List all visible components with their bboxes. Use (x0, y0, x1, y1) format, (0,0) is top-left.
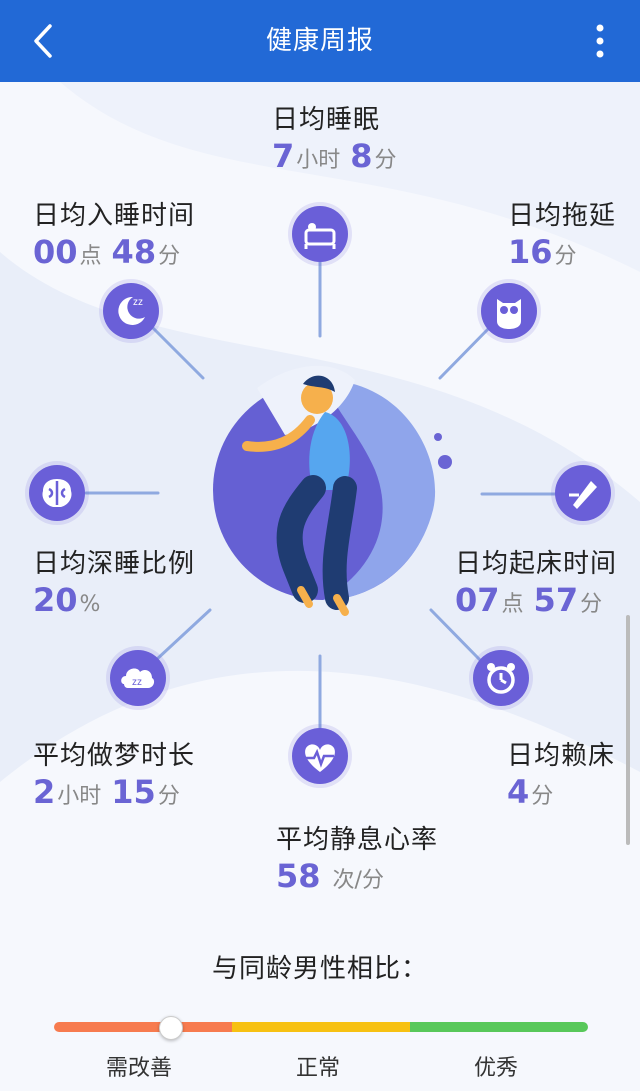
pen-icon (555, 465, 611, 521)
stat-value: 7 (272, 137, 295, 175)
stat-avg-procrastination: 日均拖延 16分 (508, 200, 616, 278)
svg-text:zz: zz (133, 297, 143, 308)
brain-icon (29, 465, 85, 521)
stat-value: 2 (33, 773, 56, 811)
scale-segment-excellent (410, 1022, 588, 1032)
stat-avg-bedtime: 日均入睡时间 00点 48分 (33, 200, 195, 278)
stat-value: 20 (33, 581, 78, 619)
stat-avg-dream-duration: 平均做梦时长 2小时 15分 (33, 740, 195, 818)
scale-segment-improve (54, 1022, 232, 1032)
stat-label: 平均静息心率 (276, 825, 439, 855)
stat-avg-wake-time: 日均起床时间 07点 57分 (455, 548, 617, 626)
stat-unit: 分 (531, 784, 554, 809)
stat-label: 日均睡眠 (272, 105, 381, 135)
stat-label: 平均做梦时长 (33, 741, 196, 771)
comparison-level-knob (159, 1016, 184, 1040)
stat-unit: 分 (157, 784, 180, 809)
stat-avg-resting-heart-rate: 平均静息心率 58 次/分 (276, 824, 438, 902)
bed-icon (292, 206, 348, 262)
back-arrow-icon[interactable] (28, 22, 60, 60)
dream-icon: zz (110, 650, 166, 706)
stat-label: 日均拖延 (508, 201, 617, 231)
comparison-title: 与同龄男性相比： (211, 954, 428, 984)
stat-unit: 点 (79, 244, 102, 269)
stat-label: 日均起床时间 (455, 549, 618, 579)
stat-unit: 点 (501, 592, 524, 617)
stat-value: 00 (33, 233, 78, 271)
stat-unit: 分 (580, 592, 603, 617)
stat-value: 16 (508, 233, 553, 271)
scrollbar[interactable] (626, 615, 630, 845)
stat-value: 48 (111, 233, 157, 271)
stat-value: 4 (507, 773, 530, 811)
alarm-clock-icon (473, 650, 529, 706)
heartbeat-icon (292, 728, 348, 784)
stat-label: 日均深睡比例 (33, 549, 196, 579)
scale-label-excellent: 优秀 (474, 1056, 519, 1081)
more-options-icon[interactable] (590, 24, 610, 58)
stat-value: 07 (455, 581, 500, 619)
page-title: 健康周报 (265, 26, 374, 56)
scale-label-improve: 需改善 (106, 1056, 173, 1081)
stat-unit: % (79, 592, 101, 617)
stat-avg-sleep: 日均睡眠 7小时 8分 (272, 104, 407, 182)
owl-icon (481, 283, 537, 339)
stat-avg-deep-sleep-ratio: 日均深睡比例 20% (33, 548, 195, 626)
moon-icon: zz (103, 283, 159, 339)
stat-unit: 分 (374, 148, 397, 173)
stat-unit: 分 (554, 244, 577, 269)
stat-unit: 小时 (296, 148, 341, 173)
scale-label-normal: 正常 (296, 1056, 341, 1081)
stat-unit: 小时 (57, 784, 102, 809)
stat-unit: 分 (158, 244, 181, 269)
sleeping-person-illustration (213, 365, 452, 616)
stat-label: 日均赖床 (507, 741, 616, 771)
stat-value: 8 (350, 137, 373, 175)
scale-segment-normal (232, 1022, 410, 1032)
stat-avg-lazy-in-bed: 日均赖床 4分 (507, 740, 615, 818)
stat-value: 15 (111, 773, 156, 811)
stat-unit: 次/分 (332, 868, 384, 893)
stat-value: 57 (533, 581, 579, 619)
header-bar: 健康周报 (0, 0, 640, 82)
svg-text:zz: zz (132, 677, 142, 688)
stat-value: 58 (276, 857, 321, 895)
stat-label: 日均入睡时间 (33, 201, 196, 231)
